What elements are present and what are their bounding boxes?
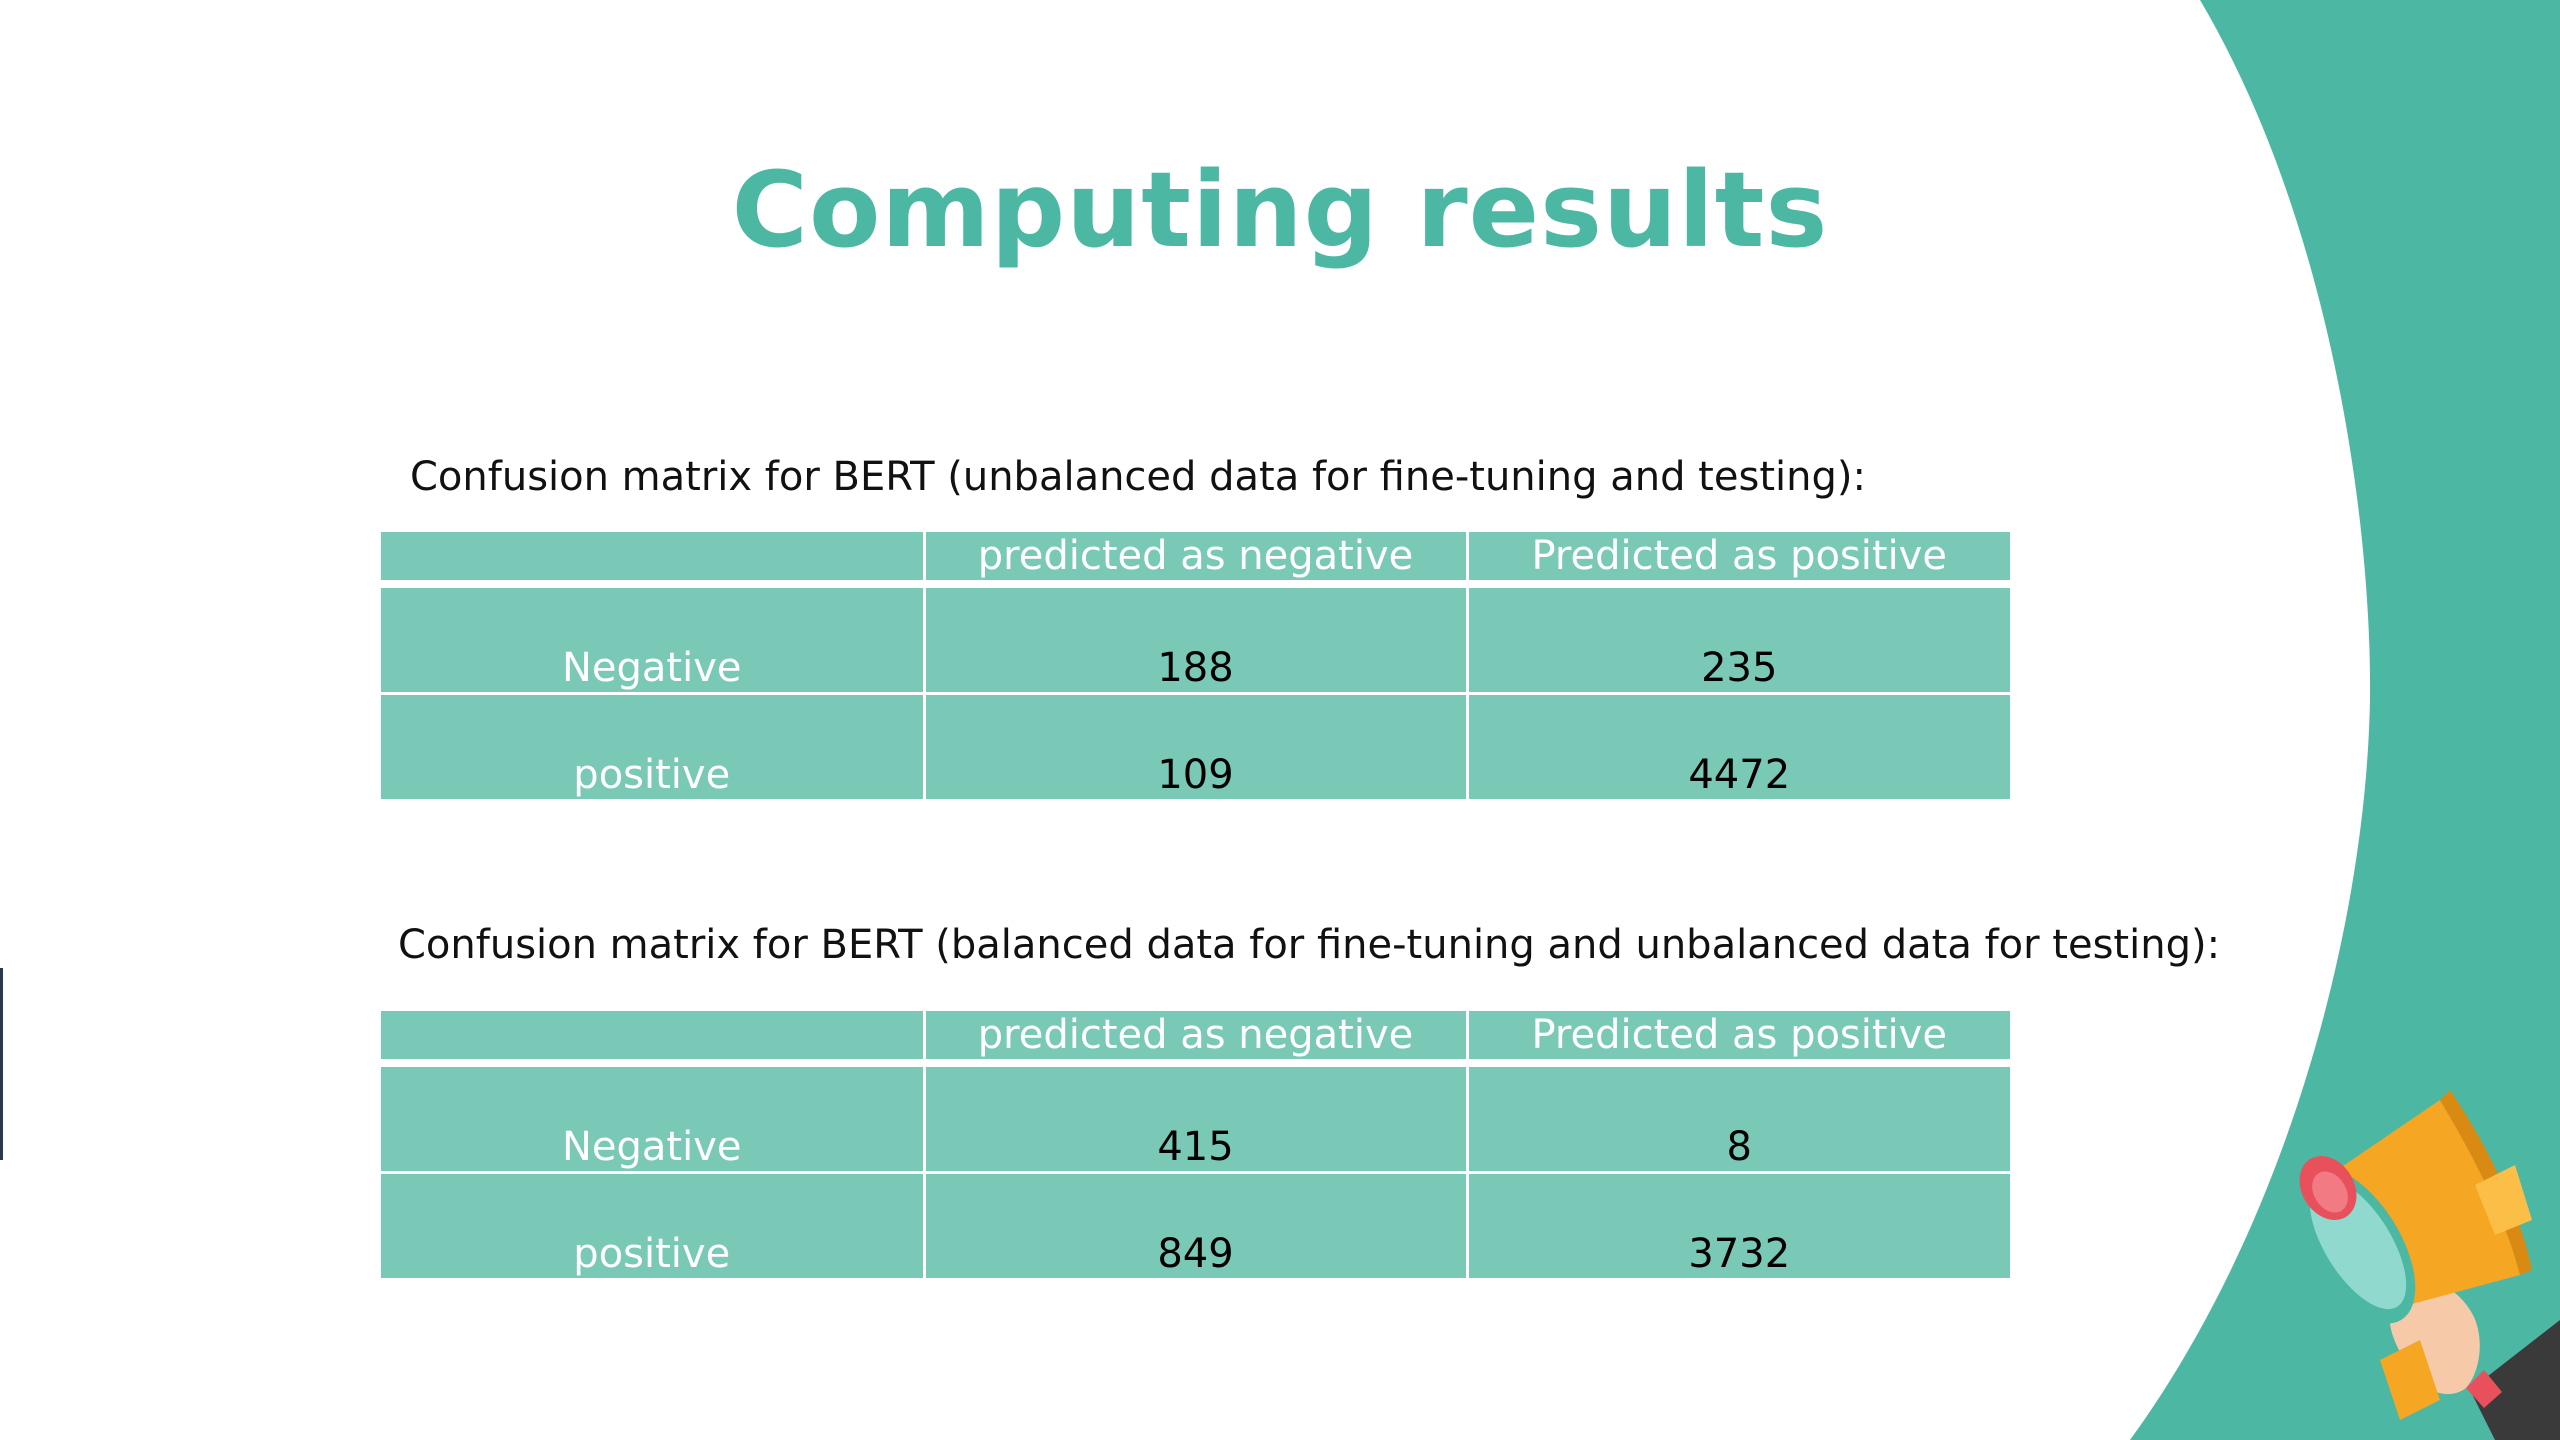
table-header-row: predicted as negative Predicted as posit… [381,1008,2010,1067]
matrix-2-caption: Confusion matrix for BERT (balanced data… [398,922,2221,968]
left-edge-marker [0,968,3,1160]
confusion-matrix-unbalanced: predicted as negative Predicted as posit… [381,529,2010,799]
confusion-matrix-balanced: predicted as negative Predicted as posit… [381,1008,2010,1278]
table-row: Negative 188 235 [381,582,2010,695]
cell-value: 415 [922,1061,1469,1174]
table-row: positive 849 3732 [381,1171,2010,1278]
column-header-predicted-positive: Predicted as positive [1465,1008,2010,1067]
row-label-positive: positive [381,692,926,799]
megaphone-icon [2294,1090,2560,1440]
cell-value: 188 [922,582,1469,695]
cell-value: 3732 [1465,1171,2010,1278]
cell-value: 8 [1465,1061,2010,1174]
column-header-predicted-positive: Predicted as positive [1465,529,2010,588]
row-label-positive: positive [381,1171,926,1278]
cell-value: 4472 [1465,692,2010,799]
column-header-predicted-negative: predicted as negative [922,1008,1469,1067]
cell-value: 849 [922,1171,1469,1278]
corner-cell [381,529,926,588]
row-label-negative: Negative [381,1061,926,1174]
table-header-row: predicted as negative Predicted as posit… [381,529,2010,588]
table-row: Negative 415 8 [381,1061,2010,1174]
matrix-1-caption: Confusion matrix for BERT (unbalanced da… [410,454,1866,500]
slide-title: Computing results [731,149,1829,271]
cell-value: 235 [1465,582,2010,695]
corner-cell [381,1008,926,1067]
cell-value: 109 [922,692,1469,799]
table-row: positive 109 4472 [381,692,2010,799]
column-header-predicted-negative: predicted as negative [922,529,1469,588]
row-label-negative: Negative [381,582,926,695]
